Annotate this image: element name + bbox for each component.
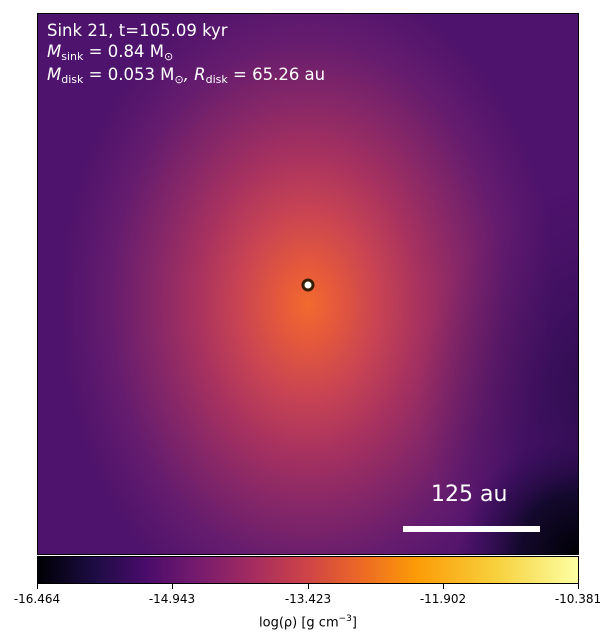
mdisk-symbol: M <box>47 65 62 84</box>
mdisk-value: = 0.053 M <box>83 65 175 84</box>
density-projection-image <box>38 14 578 554</box>
colorbar-tick <box>37 584 38 589</box>
colorbar-label-main: log(ρ) [g cm <box>259 615 339 631</box>
sink-particle-marker <box>301 278 315 292</box>
scalebar <box>403 526 540 532</box>
msink-value: = 0.84 M <box>83 42 164 61</box>
colorbar-tick <box>443 584 444 589</box>
mdisk-subscript: disk <box>61 73 84 86</box>
colorbar <box>37 556 579 584</box>
colorbar-tick-label: -11.902 <box>419 592 467 606</box>
scalebar-label: 125 au <box>431 482 508 507</box>
sink-time-line: Sink 21, t=105.09 kyr <box>47 21 228 40</box>
disk-line: Mdisk = 0.053 M⊙, Rdisk = 65.26 au <box>47 64 325 87</box>
sink-mass-line: Msink = 0.84 M⊙ <box>47 41 325 64</box>
info-annotation: Sink 21, t=105.09 kyr Msink = 0.84 M⊙ Md… <box>47 20 325 87</box>
colorbar-tick-label: -13.423 <box>284 592 332 606</box>
msink-symbol: M <box>47 42 62 61</box>
msink-subscript: sink <box>61 50 84 63</box>
mdisk-sun-subscript: ⊙ <box>174 73 184 86</box>
colorbar-tick <box>172 584 173 589</box>
rdisk-subscript: disk <box>205 73 228 86</box>
colorbar-tick <box>578 584 579 589</box>
colorbar-tick-label: -16.464 <box>13 592 61 606</box>
colorbar-tick-label: -14.943 <box>148 592 196 606</box>
colorbar-label-end: ] <box>351 615 357 631</box>
msink-sun-subscript: ⊙ <box>163 50 174 63</box>
colorbar-label-exponent: −3 <box>338 614 352 624</box>
colorbar-tick-label: -10.381 <box>554 592 602 606</box>
rdisk-symbol: , R <box>183 65 206 84</box>
colorbar-label: log(ρ) [g cm−3] <box>259 614 357 630</box>
rdisk-value: = 65.26 au <box>227 65 326 84</box>
colorbar-tick <box>308 584 309 589</box>
density-map <box>37 13 579 555</box>
